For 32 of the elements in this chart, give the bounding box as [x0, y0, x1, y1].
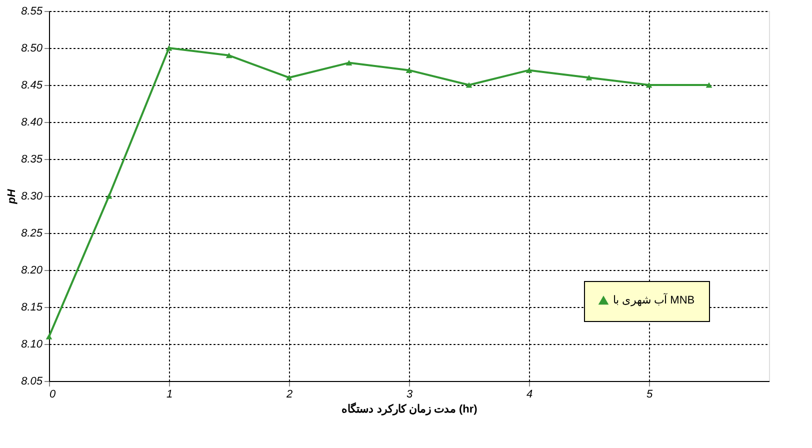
- y-tick-label: 8.15: [21, 302, 44, 314]
- x-tick-label: 5: [646, 388, 654, 400]
- point: [166, 45, 172, 51]
- y-tick-label: 8.45: [21, 80, 44, 92]
- point: [226, 52, 232, 58]
- point: [406, 67, 412, 73]
- y-tick-label: 8.25: [21, 228, 44, 240]
- y-tick-label: 8.10: [21, 338, 44, 350]
- point: [466, 82, 472, 88]
- x-axis-title: مدت زمان کارکرد دستگاه (hr): [342, 402, 478, 416]
- y-tick-label: 8.50: [21, 42, 44, 54]
- x-tick-label: 0: [50, 388, 56, 400]
- point: [106, 193, 112, 199]
- point: [646, 82, 652, 88]
- y-tick-label: 8.40: [21, 116, 44, 128]
- point: [706, 82, 712, 88]
- y-tick-label: 8.35: [21, 154, 44, 166]
- y-axis-title: pH: [6, 188, 18, 205]
- point: [46, 334, 52, 340]
- point: [346, 60, 352, 66]
- x-tick-label: 1: [166, 388, 173, 400]
- x-tick-label: 3: [406, 388, 414, 400]
- x-tick-label: 4: [526, 388, 533, 400]
- y-tick-label: 8.55: [21, 6, 44, 18]
- y-tick-label: 8.30: [21, 190, 44, 202]
- y-tick-label: 8.20: [21, 264, 44, 276]
- legend-label: آب شهری با MNB: [613, 294, 695, 306]
- y-tick-label: 8.05: [21, 376, 44, 388]
- point: [286, 74, 292, 80]
- x-tick-label: 2: [285, 388, 293, 400]
- point: [586, 74, 592, 80]
- point: [526, 67, 532, 73]
